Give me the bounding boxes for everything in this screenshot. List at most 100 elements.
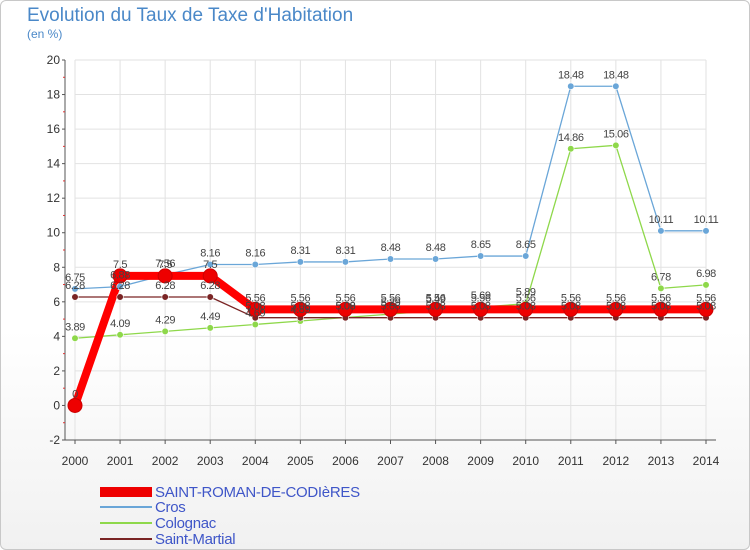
y-tick-label: 6: [53, 295, 60, 309]
data-point: [337, 301, 353, 317]
data-label: 5.49: [426, 294, 446, 306]
data-point: [292, 301, 308, 317]
data-point: [653, 301, 669, 317]
data-label: 5.56: [290, 292, 310, 304]
data-label: 5.56: [426, 292, 446, 304]
data-label: 8.65: [471, 239, 491, 251]
data-label: 6.78: [651, 271, 671, 283]
data-label: 5.56: [561, 292, 581, 304]
data-point: [296, 258, 304, 266]
x-tick-label: 2008: [422, 454, 449, 468]
data-point: [71, 293, 79, 301]
data-point: [477, 252, 485, 260]
legend-swatch: [100, 506, 152, 508]
legend-swatch: [100, 538, 152, 540]
data-label: 5.08: [606, 301, 626, 313]
y-tick-label: 12: [47, 191, 61, 205]
data-point: [116, 331, 124, 339]
data-label: 6.28: [155, 280, 175, 292]
data-label: 5.08: [696, 301, 716, 313]
data-label: 5.56: [245, 292, 265, 304]
data-point: [473, 301, 489, 317]
data-point: [157, 268, 173, 284]
data-point: [206, 260, 214, 269]
data-label: 5.08: [336, 301, 356, 313]
data-label: 8.31: [290, 245, 310, 257]
data-label: 6.88: [110, 270, 130, 282]
legend-item: Saint-Martial: [100, 530, 236, 548]
x-tick-label: 2005: [287, 454, 314, 468]
legend-item: SAINT-ROMAN-DE-CODIèRES: [100, 484, 360, 501]
data-label: 10.11: [694, 214, 719, 226]
y-tick-label: 10: [47, 226, 61, 240]
legend-label: Saint-Martial: [155, 530, 236, 548]
data-label: 18.48: [558, 69, 584, 81]
y-tick-label: -2: [49, 433, 60, 447]
data-point: [161, 327, 169, 335]
data-label: 7.56: [155, 258, 175, 270]
data-label: 4.69: [245, 307, 265, 319]
data-label: 5.56: [336, 292, 356, 304]
data-label: 5.08: [516, 301, 536, 313]
data-label: 4.09: [110, 318, 130, 330]
data-point: [431, 255, 440, 263]
data-label: 0: [72, 388, 78, 400]
data-label: 6.28: [200, 280, 220, 292]
data-label: 3.89: [65, 321, 85, 333]
data-label: 5.08: [290, 301, 310, 313]
data-point: [563, 301, 579, 317]
x-tick-label: 2004: [242, 454, 269, 468]
data-label: 5.08: [471, 301, 491, 313]
data-point: [702, 281, 710, 289]
x-tick-label: 2012: [603, 454, 630, 468]
y-tick-label: 20: [47, 53, 61, 67]
data-label: 8.16: [245, 248, 265, 260]
data-point: [206, 324, 214, 332]
chart-unit-label: (en %): [27, 27, 63, 41]
data-label: 15.06: [603, 128, 629, 140]
data-point: [608, 301, 624, 317]
x-tick-label: 2013: [648, 454, 675, 468]
data-label: 5.89: [516, 287, 536, 299]
chart-title: Evolution du Taux de Taxe d'Habitation: [27, 5, 354, 26]
data-point: [116, 293, 124, 301]
legend-label: Colognac: [155, 514, 216, 532]
data-label: 4.89: [290, 304, 310, 316]
x-tick-label: 2009: [467, 454, 494, 468]
data-label: 5.56: [651, 292, 671, 304]
y-tick-label: 8: [53, 260, 60, 274]
data-label: 5.56: [471, 292, 491, 304]
data-point: [251, 260, 259, 269]
legend-swatch: [100, 487, 152, 497]
data-point: [428, 301, 444, 317]
x-tick-label: 2003: [197, 454, 224, 468]
data-label: 7.5: [113, 259, 127, 271]
data-label: 8.48: [381, 242, 401, 254]
data-point: [161, 293, 169, 301]
data-label: 7.5: [158, 259, 172, 271]
data-point: [612, 82, 620, 90]
data-label: 6.28: [110, 280, 130, 292]
y-tick-label: 14: [47, 157, 61, 171]
y-tick-label: 2: [53, 364, 60, 378]
data-label: 18.48: [603, 69, 629, 81]
data-point: [206, 293, 214, 301]
data-label: 8.31: [336, 245, 356, 257]
data-label: 8.16: [200, 248, 220, 260]
data-label: 4.49: [200, 311, 220, 323]
data-label: 5.09: [336, 301, 356, 313]
legend-swatch: [100, 522, 152, 524]
data-label: 5.08: [381, 301, 401, 313]
data-point: [71, 334, 79, 342]
y-tick-label: 4: [53, 329, 60, 343]
data-label: 6.98: [696, 268, 716, 280]
data-label: 5.56: [696, 292, 716, 304]
data-label: 10.11: [649, 214, 674, 226]
data-label: 6.75: [65, 272, 85, 284]
data-point: [341, 258, 350, 266]
x-tick-label: 2011: [558, 454, 584, 468]
data-label: 5.56: [516, 292, 536, 304]
data-point: [567, 82, 575, 90]
data-point: [612, 141, 620, 149]
